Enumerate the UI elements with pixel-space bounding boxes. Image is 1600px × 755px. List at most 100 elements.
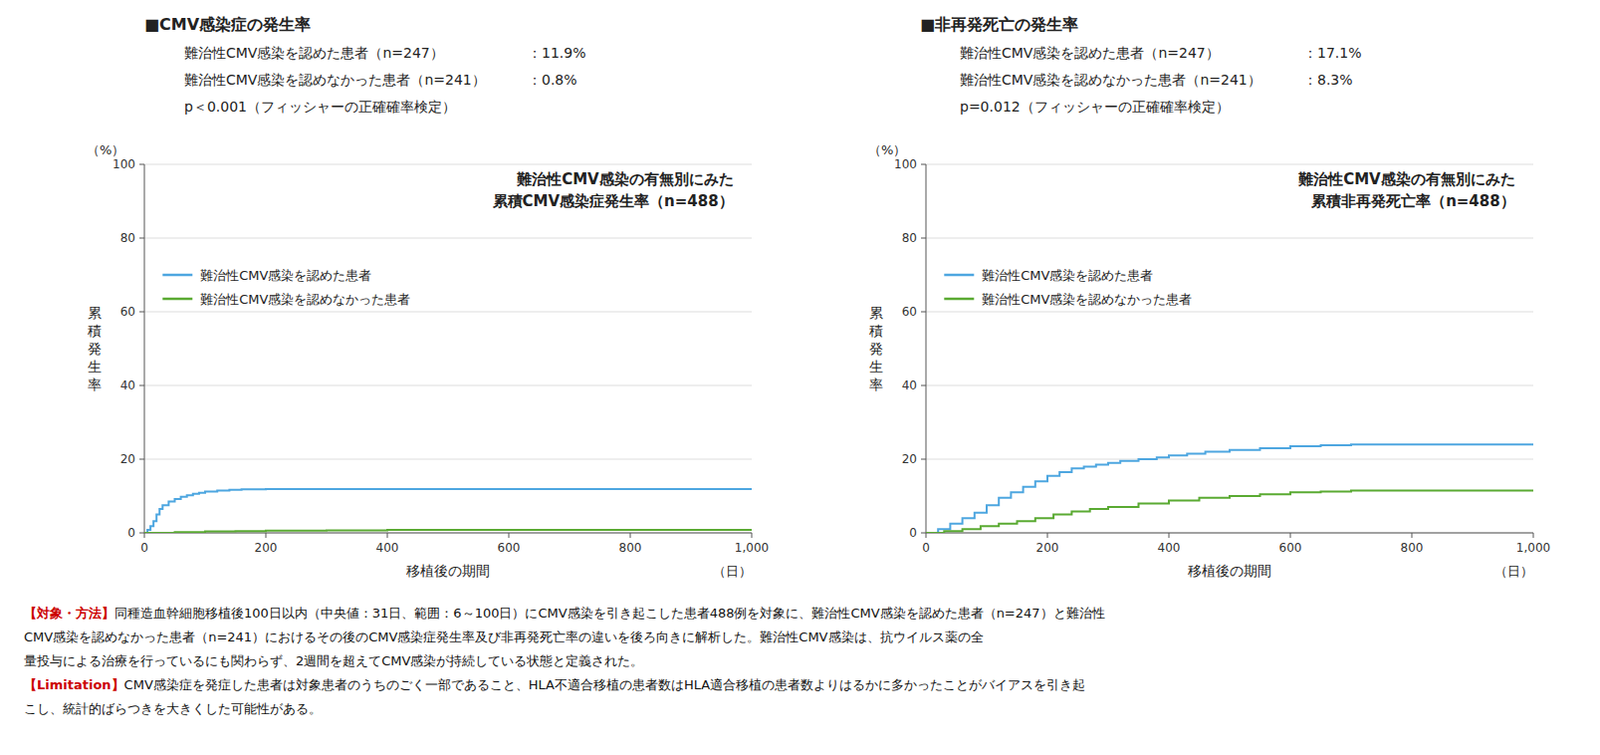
footer: 【対象・方法】同種造血幹細胞移植後100日以内（中央値：31日、範囲：6～100…	[23, 605, 1106, 716]
y-axis-line	[925, 164, 927, 533]
plot-lines	[144, 488, 752, 533]
y-axis-label-char: 発	[87, 340, 102, 357]
y-tick-label: 100	[112, 157, 136, 172]
y-tick-label: 80	[902, 230, 917, 245]
header-label: p=0.012（フィッシャーの正確確率検定）	[959, 98, 1230, 115]
grid-line	[144, 385, 752, 387]
y-tick	[920, 532, 926, 534]
footer-text: こし、統計的ばらつきを大きくした可能性がある。	[23, 700, 322, 716]
y-axis-label-char: 率	[87, 376, 102, 393]
grid-line	[925, 311, 1534, 313]
y-tick	[920, 237, 926, 239]
x-axis-label: 移植後の期間	[1187, 562, 1272, 579]
footer-line: 【Limitation】CMV感染症を発症した患者は対象患者のうちのごく一部であ…	[23, 677, 1086, 692]
x-tick-label: 400	[1157, 540, 1181, 555]
y-axis-label-char: 累	[869, 304, 884, 321]
header-value: ：17.1%	[1303, 44, 1362, 61]
y-tick	[920, 311, 926, 313]
legend-label: 難治性CMV感染を認めた患者	[981, 267, 1153, 283]
panel: ■CMV感染症の発生率難治性CMV感染を認めた患者（n=247）：11.9%難治…	[86, 14, 769, 579]
grid-line	[144, 458, 752, 460]
x-tick	[630, 532, 632, 538]
header-value: ：11.9%	[527, 44, 586, 61]
y-tick	[139, 532, 145, 534]
y-tick-label: 60	[120, 304, 136, 319]
x-tick-label: 600	[1279, 540, 1303, 555]
x-tick-label: 0	[921, 540, 930, 555]
x-unit: （日）	[712, 563, 752, 579]
y-tick-label: 0	[127, 525, 136, 540]
figure: ■CMV感染症の発生率難治性CMV感染を認めた患者（n=247） ：11.9% 難治…	[0, 0, 1600, 755]
y-tick-label: 0	[909, 525, 917, 540]
footer-text: CMV感染症を発症した患者は対象患者のうちのごく一部であること、HLA不適合移植…	[124, 677, 1087, 692]
x-tick-label: 1,000	[734, 540, 769, 555]
x-tick-label: 0	[140, 540, 149, 555]
chart-subtitle: 累積CMV感染症発生率（n=488）	[491, 192, 734, 211]
footer-line: 量投与による治療を行っているにも関わらず、2週間を超えてCMV感染が持続している…	[23, 653, 644, 669]
chart-title: 難治性CMV感染の有無別にみた	[515, 170, 734, 189]
y-axis-label: 累積発生率	[869, 304, 884, 393]
footer-line: 【対象・方法】同種造血幹細胞移植後100日以内（中央値：31日、範囲：6～100…	[23, 605, 1106, 621]
header: ■非再発死亡の発生率難治性CMV感染を認めた患者（n=247）：17.1%難治性…	[919, 14, 1362, 115]
y-tick-label: 100	[894, 157, 917, 172]
x-tick	[265, 532, 267, 538]
y-axis-label-char: 率	[869, 376, 884, 393]
grid-line	[925, 237, 1534, 239]
y-tick-label: 80	[120, 230, 136, 245]
y-axis-label-char: 発	[869, 340, 884, 357]
header-label: 難治性CMV感染を認めた患者（n=247）	[959, 44, 1220, 61]
y-tick	[920, 385, 926, 387]
y-axis-label-char: 生	[87, 358, 102, 375]
x-tick-label: 200	[254, 540, 278, 555]
series-line	[144, 488, 752, 533]
y-tick	[139, 311, 145, 313]
legend-swatch	[162, 273, 193, 277]
y-axis-label-char: 累	[87, 304, 102, 321]
x-tick-label: 200	[1036, 540, 1060, 555]
legend-label: 難治性CMV感染を認めなかった患者	[200, 291, 411, 307]
background	[0, 0, 1600, 755]
legend: 難治性CMV感染を認めた患者難治性CMV感染を認めなかった患者	[943, 267, 1192, 307]
x-tick-label: 600	[497, 540, 521, 555]
footer-highlight: 【Limitation】	[23, 677, 125, 692]
x-tick	[144, 532, 146, 538]
plot-lines	[925, 444, 1534, 533]
footer-text: 同種造血幹細胞移植後100日以内（中央値：31日、範囲：6～100日）にCMV感…	[114, 605, 1106, 621]
header-label: 難治性CMV感染を認めなかった患者（n=241）	[184, 71, 486, 88]
y-tick-label: 40	[902, 378, 917, 393]
y-tick	[139, 164, 145, 166]
y-axis-label: 累積発生率	[87, 304, 102, 393]
header-title: ■CMV感染症の発生率	[144, 14, 311, 34]
x-tick	[508, 532, 510, 538]
series-line	[925, 489, 1534, 533]
x-tick	[751, 532, 753, 538]
chart-subtitle: 累積非再発死亡率（n=488）	[1310, 192, 1516, 211]
x-tick	[1533, 532, 1535, 538]
x-tick	[1168, 532, 1170, 538]
header: ■CMV感染症の発生率難治性CMV感染を認めた患者（n=247）：11.9%難治…	[144, 14, 586, 115]
legend-label: 難治性CMV感染を認めた患者	[200, 267, 372, 283]
chart-title: 難治性CMV感染の有無別にみた	[1297, 170, 1516, 189]
footer-highlight: 【対象・方法】	[23, 605, 115, 621]
x-tick	[1290, 532, 1292, 538]
x-tick-label: 800	[1400, 540, 1424, 555]
grid-line	[144, 311, 752, 313]
x-tick-label: 800	[619, 540, 643, 555]
x-axis-line	[925, 532, 1534, 534]
x-unit: （日）	[1494, 563, 1534, 579]
grid-line	[925, 532, 1534, 534]
x-tick	[1047, 532, 1049, 538]
legend-swatch	[162, 297, 193, 301]
footer-line: こし、統計的ばらつきを大きくした可能性がある。	[23, 700, 322, 716]
footer-line: CMV感染を認めなかった患者（n=241）におけるその後のCMV感染症発生率及び…	[23, 629, 984, 645]
grid-line	[144, 164, 752, 166]
legend-swatch	[943, 273, 974, 277]
series-line	[144, 529, 752, 533]
y-tick-label: 20	[902, 452, 917, 466]
grid-line	[925, 458, 1534, 460]
y-tick	[920, 164, 926, 166]
header-value: ：0.8%	[527, 71, 578, 88]
x-axis-line	[144, 532, 752, 534]
series-line	[925, 444, 1534, 533]
y-axis-label-char: 積	[87, 322, 102, 339]
